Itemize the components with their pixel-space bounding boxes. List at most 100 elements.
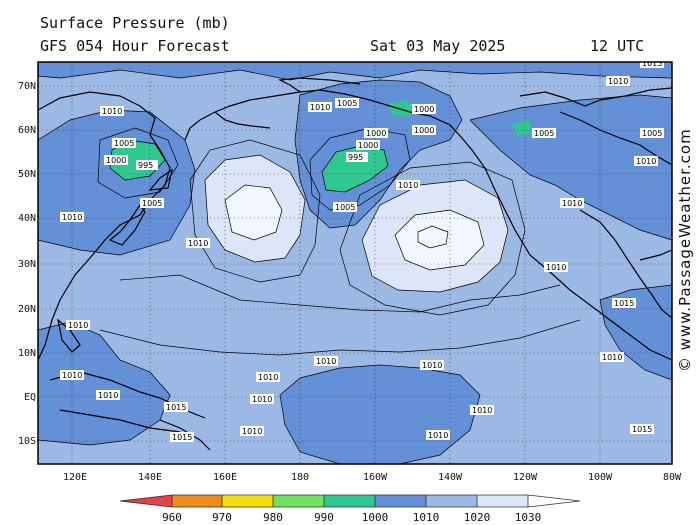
svg-text:1010: 1010 <box>258 373 278 382</box>
svg-text:1015: 1015 <box>166 403 186 412</box>
isobar-label: 1010 <box>66 320 90 330</box>
isobar-label: 1000 <box>356 140 380 150</box>
lat-label: 60N <box>18 125 36 136</box>
svg-text:1015: 1015 <box>632 425 652 434</box>
isobar-label: 1015 <box>170 432 194 442</box>
svg-text:1015: 1015 <box>614 299 634 308</box>
lat-label: 50N <box>18 169 36 180</box>
isobar-label: 1010 <box>634 156 658 166</box>
svg-text:1015: 1015 <box>642 59 662 68</box>
svg-text:1000: 1000 <box>366 129 386 138</box>
legend-tick: 1010 <box>413 511 440 524</box>
forecast-hour: GFS 054 Hour Forecast <box>40 37 230 55</box>
isobar-label: 1005 <box>140 198 164 208</box>
legend-swatch <box>120 495 172 507</box>
lon-label: 100W <box>588 472 613 483</box>
legend-swatch <box>477 495 528 507</box>
isobar-labels: 995 995 1000 1000 1000 1000 1000 1005 10… <box>60 59 664 442</box>
band-1000-1010-asia <box>38 110 195 255</box>
isobar-label: 1010 <box>256 372 280 382</box>
svg-text:1005: 1005 <box>534 129 554 138</box>
svg-text:1000: 1000 <box>414 105 434 114</box>
isobar-label: 1010 <box>186 238 210 248</box>
svg-text:1010: 1010 <box>428 431 448 440</box>
svg-text:1010: 1010 <box>310 103 330 112</box>
isobar-label: 1005 <box>333 202 357 212</box>
lon-label: 140E <box>138 472 162 483</box>
svg-text:1005: 1005 <box>337 99 357 108</box>
high-core-east <box>395 210 484 270</box>
svg-text:1010: 1010 <box>546 263 566 272</box>
map-frame <box>37 61 673 465</box>
legend-swatch <box>273 495 324 507</box>
lat-label: 70N <box>18 81 36 92</box>
latitude-labels: 70N 60N 50N 40N 30N 20N 10N EQ 10S <box>18 81 36 447</box>
lon-label: 80W <box>663 472 682 483</box>
lon-label: 120E <box>63 472 87 483</box>
forecast-time: 12 UTC <box>590 37 645 55</box>
legend-tick: 1030 <box>515 511 542 524</box>
graticule <box>38 62 672 464</box>
isobar-label: 1010 <box>96 390 120 400</box>
map-title: Surface Pressure (mb) <box>40 14 230 32</box>
legend-tick: 1000 <box>362 511 389 524</box>
lon-label: 180 <box>291 472 309 483</box>
isobar-label: 1010 <box>426 430 450 440</box>
legend-swatch <box>426 495 477 507</box>
isobar-label: 1010 <box>420 360 444 370</box>
lat-label: 20N <box>18 304 36 315</box>
svg-text:1010: 1010 <box>562 199 582 208</box>
lon-label: 160E <box>213 472 237 483</box>
svg-text:1000: 1000 <box>414 126 434 135</box>
isobar-label: 1010 <box>60 370 84 380</box>
isobar-label: 1005 <box>335 98 359 108</box>
isobar-label: 1000 <box>412 104 436 114</box>
svg-text:1010: 1010 <box>422 361 442 370</box>
isobar-label: 1015 <box>612 298 636 308</box>
isobar-label: 1015 <box>640 59 664 68</box>
isobar-label: 1010 <box>250 394 274 404</box>
svg-text:995: 995 <box>348 153 363 162</box>
isobar-label: 1010 <box>100 106 124 116</box>
legend-tick: 980 <box>263 511 283 524</box>
legend-tick: 970 <box>212 511 232 524</box>
isobar-label: 1010 <box>314 356 338 366</box>
isobar-label: 1010 <box>60 212 84 222</box>
legend-swatch <box>324 495 375 507</box>
forecast-date: Sat 03 May 2025 <box>370 37 506 55</box>
isobar-label: 1010 <box>544 262 568 272</box>
low-below-1000-gulf-alaska <box>322 146 388 192</box>
svg-text:1010: 1010 <box>242 427 262 436</box>
svg-text:1010: 1010 <box>188 239 208 248</box>
isobar-label: 1010 <box>600 352 624 362</box>
isobar-label: 1000 <box>364 128 388 138</box>
legend-swatch <box>222 495 273 507</box>
isobar-label: 1000 <box>412 125 436 135</box>
svg-text:1015: 1015 <box>172 433 192 442</box>
svg-text:1005: 1005 <box>114 139 134 148</box>
lat-label: 30N <box>18 259 36 270</box>
copyright-credit: © www.PassageWeather.com <box>676 128 694 372</box>
legend-colorbar <box>119 494 581 508</box>
longitude-labels: 120E 140E 160E 180 160W 140W 120W 100W 8… <box>63 472 682 483</box>
lat-label: 10S <box>18 436 36 447</box>
svg-text:1010: 1010 <box>398 181 418 190</box>
svg-text:1010: 1010 <box>608 77 628 86</box>
lat-label: EQ <box>24 392 36 403</box>
svg-text:1010: 1010 <box>62 213 82 222</box>
svg-text:995: 995 <box>138 161 153 170</box>
svg-text:1000: 1000 <box>106 156 126 165</box>
svg-text:1010: 1010 <box>68 321 88 330</box>
pressure-field: 995 995 1000 1000 1000 1000 1000 1005 10… <box>38 59 672 464</box>
high-core-west <box>225 185 282 240</box>
isobar-label: 1010 <box>308 102 332 112</box>
isobar-label: 1010 <box>470 405 494 415</box>
isobar-label: 1010 <box>240 426 264 436</box>
svg-text:1010: 1010 <box>102 107 122 116</box>
low-below-1000-canada <box>512 120 534 136</box>
legend-tick: 990 <box>314 511 334 524</box>
lon-label: 140W <box>438 472 463 483</box>
isobar-label: 1000 <box>104 155 128 165</box>
legend-swatch <box>172 495 222 507</box>
isobar-label: 1005 <box>640 128 664 138</box>
